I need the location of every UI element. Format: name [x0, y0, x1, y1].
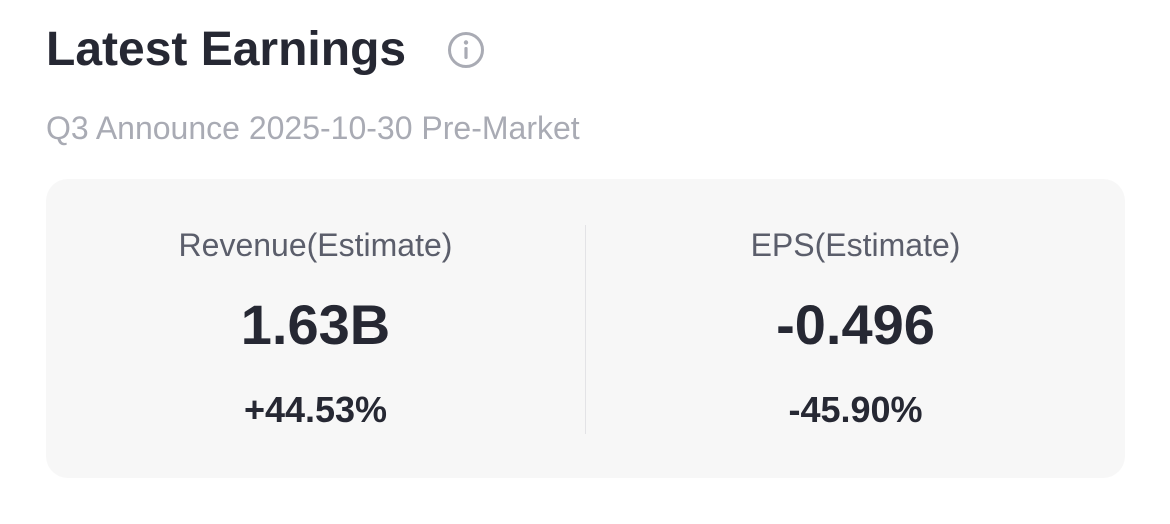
divider [585, 225, 586, 434]
earnings-card: Revenue(Estimate) 1.63B +44.53% EPS(Esti… [46, 179, 1125, 478]
metric-value: 1.63B [240, 293, 391, 356]
metric-change: +44.53% [243, 389, 388, 430]
subtitle: Q3 Announce 2025-10-30 Pre-Market [46, 110, 580, 146]
metric-label: EPS(Estimate) [750, 227, 961, 263]
metric-label: Revenue(Estimate) [178, 227, 453, 263]
title: Latest Earnings [46, 23, 407, 76]
metric-change: -45.90% [788, 389, 923, 430]
metric-value: -0.496 [776, 293, 935, 356]
info-icon[interactable] [447, 31, 485, 69]
